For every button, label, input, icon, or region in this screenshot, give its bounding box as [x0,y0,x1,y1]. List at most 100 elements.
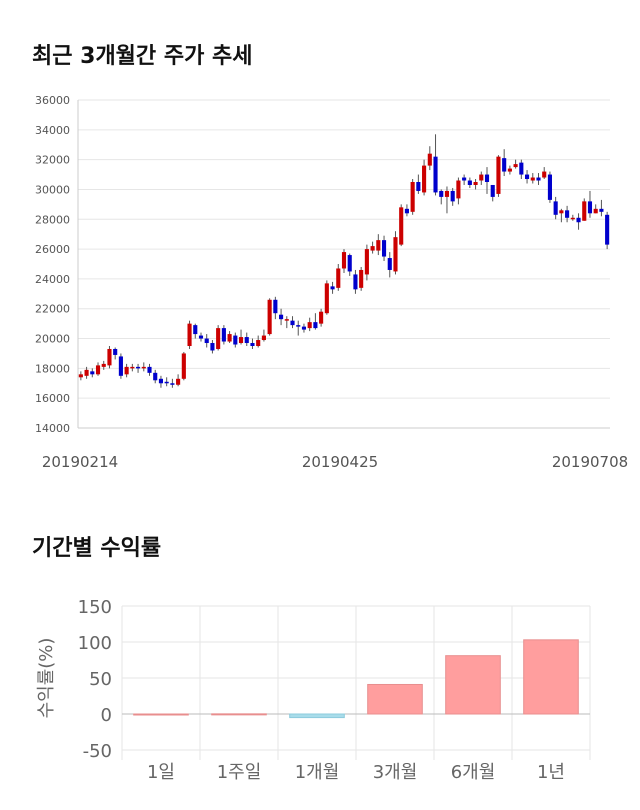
candle-body [456,180,461,199]
y-tick-label: 50 [89,669,112,690]
candle-body [118,356,123,376]
y-tick-label: 30000 [35,183,70,196]
candle-body [101,363,106,367]
candle-body [147,366,152,373]
candle-body [90,371,95,375]
candle-body [364,249,369,275]
candle-body [290,320,295,326]
candle-body [519,162,524,175]
y-tick-label: 36000 [35,94,70,107]
candle-body [216,328,221,349]
candle-body [404,208,409,214]
candle-body [513,164,518,168]
candle-body [84,369,89,376]
y-tick-label: 26000 [35,243,70,256]
candle-body [462,177,467,181]
y-tick-label: 20000 [35,333,70,346]
candle-body [267,299,272,335]
candle-body [136,366,141,369]
candle-body [176,378,181,385]
candle-body [307,322,312,329]
candle-body [336,268,341,288]
y-tick-label: 32000 [35,154,70,167]
x-category-label: 1일 [147,762,175,783]
candle-body [410,182,415,212]
candle-body [193,325,198,335]
candle-body [164,381,169,384]
candle-body [233,335,238,345]
candle-body [279,314,284,320]
candle-body [490,184,495,197]
candle-body [422,165,427,193]
candle-body [256,340,261,346]
candle-body [570,217,575,220]
y-tick-label: 34000 [35,124,70,137]
y-tick-label: 0 [101,705,112,726]
candle-body [530,177,535,181]
candle-body [153,372,158,381]
candle-body [301,326,307,330]
candle-body [227,334,232,342]
candle-body [467,180,472,185]
candle-body [113,348,118,355]
y-tick-label: 28000 [35,213,70,226]
y-tick-label: 24000 [35,273,70,286]
return-bar [289,713,345,719]
candle-body [313,322,318,329]
candle-body [238,337,244,344]
candle-body [450,190,455,202]
y-tick-label: 150 [78,597,112,618]
candle-body [130,366,135,369]
candle-body [553,201,558,215]
candle-body [261,335,266,341]
candle-body [370,246,375,251]
candle-body [347,255,352,272]
candle-body [599,208,604,212]
candle-body [582,201,587,221]
candle-body [78,374,83,378]
candle-body [416,182,421,191]
candle-body [141,366,146,369]
y-tick-label: 22000 [35,303,70,316]
candle-body [250,343,255,346]
y-axis-label: 수익률(%) [36,638,57,719]
candle-body [427,153,432,166]
candle-body [210,343,215,351]
candle-body [187,323,192,346]
candle-body [496,156,501,194]
candle-body [473,182,478,185]
candle-body [330,286,335,290]
candle-body [439,190,444,197]
candle-body [341,252,347,269]
candle-body [576,217,581,223]
candle-body [107,348,112,366]
x-tick-label: 20190214 [42,453,118,471]
candle-body [324,283,329,314]
return-bar [133,713,189,716]
candle-body [124,366,129,375]
candle-body [204,338,209,344]
x-category-label: 6개월 [451,762,496,783]
x-category-label: 1개월 [295,762,340,783]
candle-body [593,208,598,214]
candle-body [221,328,226,342]
x-category-label: 3개월 [373,762,418,783]
candle-body [542,171,547,178]
y-tick-label: 18000 [35,362,70,375]
candle-body [393,237,398,272]
candle-body [376,240,381,251]
candle-body [319,311,324,324]
candle-body [559,210,564,214]
candle-body [359,269,364,288]
x-tick-label: 20190425 [302,453,378,471]
candle-body [547,174,552,200]
x-category-label: 1년 [537,762,565,783]
return-bar [523,639,579,715]
candle-body [479,174,484,181]
y-tick-label: 16000 [35,392,70,405]
candle-body [273,299,278,314]
candle-body [536,177,541,181]
price-candlestick-chart: 14000 16000 18000 20000 22000 24000 26000 28000… [35,94,628,471]
candle-body [587,201,593,214]
candle-body [170,383,175,385]
